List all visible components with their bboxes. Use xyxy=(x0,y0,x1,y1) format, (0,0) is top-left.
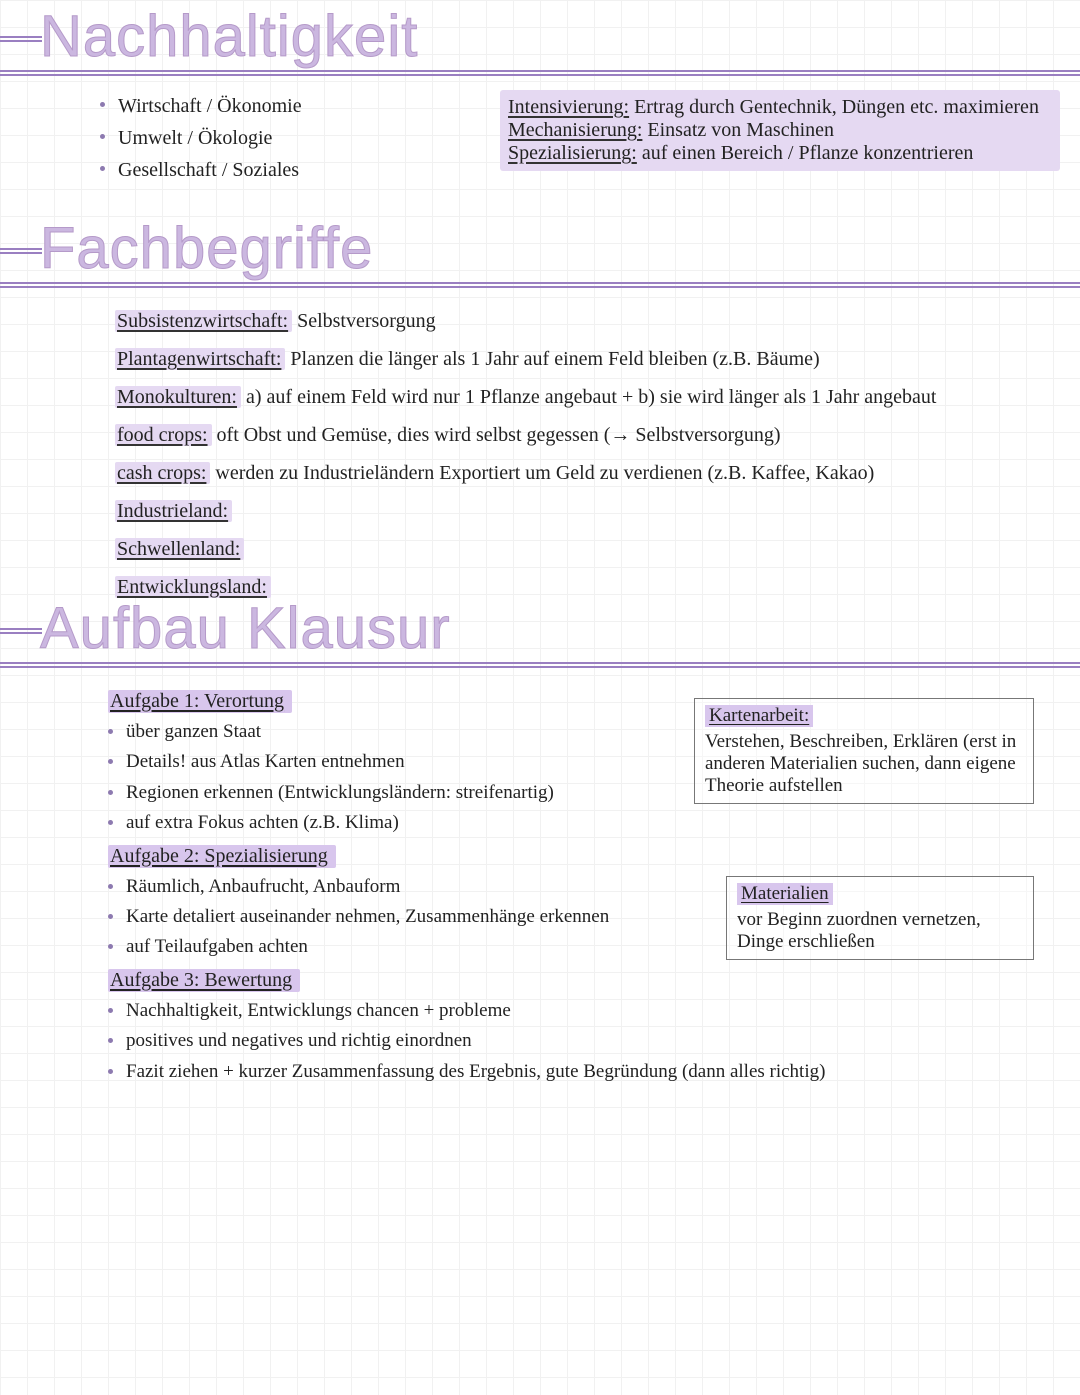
task-item: Regionen erkennen (Entwicklungsländern: … xyxy=(108,778,668,808)
task-3-list: Nachhaltigkeit, Entwicklungs chancen + p… xyxy=(108,996,1040,1087)
heading-underline xyxy=(0,70,1080,76)
right-line: Spezialisierung: auf einen Bereich / Pfl… xyxy=(508,142,1048,165)
definition-term: Entwicklungsland: xyxy=(115,576,271,598)
definition-row: cash crops: werden zu Industrieländern E… xyxy=(115,458,1040,489)
definition-term: food crops: xyxy=(115,424,212,446)
task-item: Nachhaltigkeit, Entwicklungs chancen + p… xyxy=(108,996,1040,1026)
definition-row: Plantagenwirtschaft: Planzen die länger … xyxy=(115,344,1040,375)
task-1-list: über ganzen Staat Details! aus Atlas Kar… xyxy=(108,717,668,839)
page: Nachhaltigkeit Wirtschaft / Ökonomie Umw… xyxy=(0,0,1080,1395)
definition-term: cash crops: xyxy=(115,462,210,484)
heading-left-tick xyxy=(0,36,42,42)
term-text: Einsatz von Maschinen xyxy=(642,119,834,141)
term-text: auf einen Bereich / Pflanze konzentriere… xyxy=(637,142,974,164)
definition-term: Monokulturen: xyxy=(115,386,241,408)
right-line: Mechanisierung: Einsatz von Maschinen xyxy=(508,119,1048,142)
heading-aufbau: Aufbau Klausur xyxy=(40,600,1080,664)
task-item: Fazit ziehen + kurzer Zusammenfassung de… xyxy=(108,1057,1040,1087)
definition-text: a) auf einem Feld wird nur 1 Pflanze ang… xyxy=(241,386,937,408)
heading-left-tick xyxy=(0,628,42,634)
box-materialien-text: vor Beginn zuordnen vernetzen, Dinge ers… xyxy=(737,909,1023,953)
box-kartenarbeit-title: Kartenarbeit: xyxy=(705,705,813,727)
box-kartenarbeit: Kartenarbeit: Verstehen, Beschreiben, Er… xyxy=(694,698,1034,804)
task-title-2: Aufgabe 2: Spezialisierung xyxy=(108,845,336,868)
pillar-item: Wirtschaft / Ökonomie xyxy=(100,90,470,122)
task-title-3: Aufgabe 3: Bewertung xyxy=(108,969,300,992)
definition-term: Plantagenwirtschaft: xyxy=(115,348,285,370)
definition-text: Planzen die länger als 1 Jahr auf einem … xyxy=(285,348,819,370)
section-fachbegriffe: Fachbegriffe Subsistenzwirtschaft: Selbs… xyxy=(0,220,1080,610)
definition-row: Industrieland: xyxy=(115,496,1040,527)
definition-row: Monokulturen: a) auf einem Feld wird nur… xyxy=(115,382,1040,413)
task-item: auf Teilaufgaben achten xyxy=(108,932,748,962)
term: Mechanisierung: xyxy=(508,119,642,141)
definition-term: Schwellenland: xyxy=(115,538,244,560)
heading-left-tick xyxy=(0,248,42,254)
term-text: Ertrag durch Gentechnik, Düngen etc. max… xyxy=(629,96,1039,118)
box-materialien: Materialien vor Beginn zuordnen vernetze… xyxy=(726,876,1034,960)
task-item: Karte detaliert auseinander nehmen, Zusa… xyxy=(108,902,748,932)
heading-nachhaltigkeit: Nachhaltigkeit xyxy=(40,8,1080,72)
definition-text: oft Obst und Gemüse, dies wird selbst ge… xyxy=(212,424,781,446)
task-item: Details! aus Atlas Karten entnehmen xyxy=(108,747,668,777)
box-kartenarbeit-text: Verstehen, Beschreiben, Erklären (erst i… xyxy=(705,731,1023,797)
term: Spezialisierung: xyxy=(508,142,637,164)
definition-term: Subsistenzwirtschaft: xyxy=(115,310,292,332)
task-item: Räumlich, Anbaufrucht, Anbauform xyxy=(108,872,748,902)
definitions-list: Subsistenzwirtschaft: Selbstversorgung P… xyxy=(0,288,1080,603)
task-item: positives und negatives und richtig eino… xyxy=(108,1026,1040,1056)
section-nachhaltigkeit: Nachhaltigkeit Wirtschaft / Ökonomie Umw… xyxy=(0,8,1080,186)
task-title-1: Aufgabe 1: Verortung xyxy=(108,690,292,713)
definition-text: werden zu Industrieländern Exportiert um… xyxy=(210,462,874,484)
task-2-list: Räumlich, Anbaufrucht, Anbauform Karte d… xyxy=(108,872,748,963)
box-materialien-title: Materialien xyxy=(737,883,833,905)
aufbau-body: Aufgabe 1: Verortung über ganzen Staat D… xyxy=(0,668,1080,1087)
definition-term: Industrieland: xyxy=(115,500,232,522)
intensivierung-block: Intensivierung: Ertrag durch Gentechnik,… xyxy=(500,90,1060,171)
task-item: auf extra Fokus achten (z.B. Klima) xyxy=(108,808,668,838)
pillars-list: Wirtschaft / Ökonomie Umwelt / Ökologie … xyxy=(100,90,470,186)
task-item: über ganzen Staat xyxy=(108,717,668,747)
right-line: Intensivierung: Ertrag durch Gentechnik,… xyxy=(508,96,1048,119)
pillar-item: Gesellschaft / Soziales xyxy=(100,154,470,186)
pillar-item: Umwelt / Ökologie xyxy=(100,122,470,154)
definition-row: Schwellenland: xyxy=(115,534,1040,565)
term: Intensivierung: xyxy=(508,96,629,118)
definition-row: food crops: oft Obst und Gemüse, dies wi… xyxy=(115,420,1040,451)
heading-underline xyxy=(0,282,1080,288)
section-aufbau-klausur: Aufbau Klausur Aufgabe 1: Verortung über… xyxy=(0,600,1080,1087)
definition-text: Selbstversorgung xyxy=(292,310,436,332)
heading-fachbegriffe: Fachbegriffe xyxy=(40,220,1080,284)
definition-row: Subsistenzwirtschaft: Selbstversorgung xyxy=(115,306,1040,337)
